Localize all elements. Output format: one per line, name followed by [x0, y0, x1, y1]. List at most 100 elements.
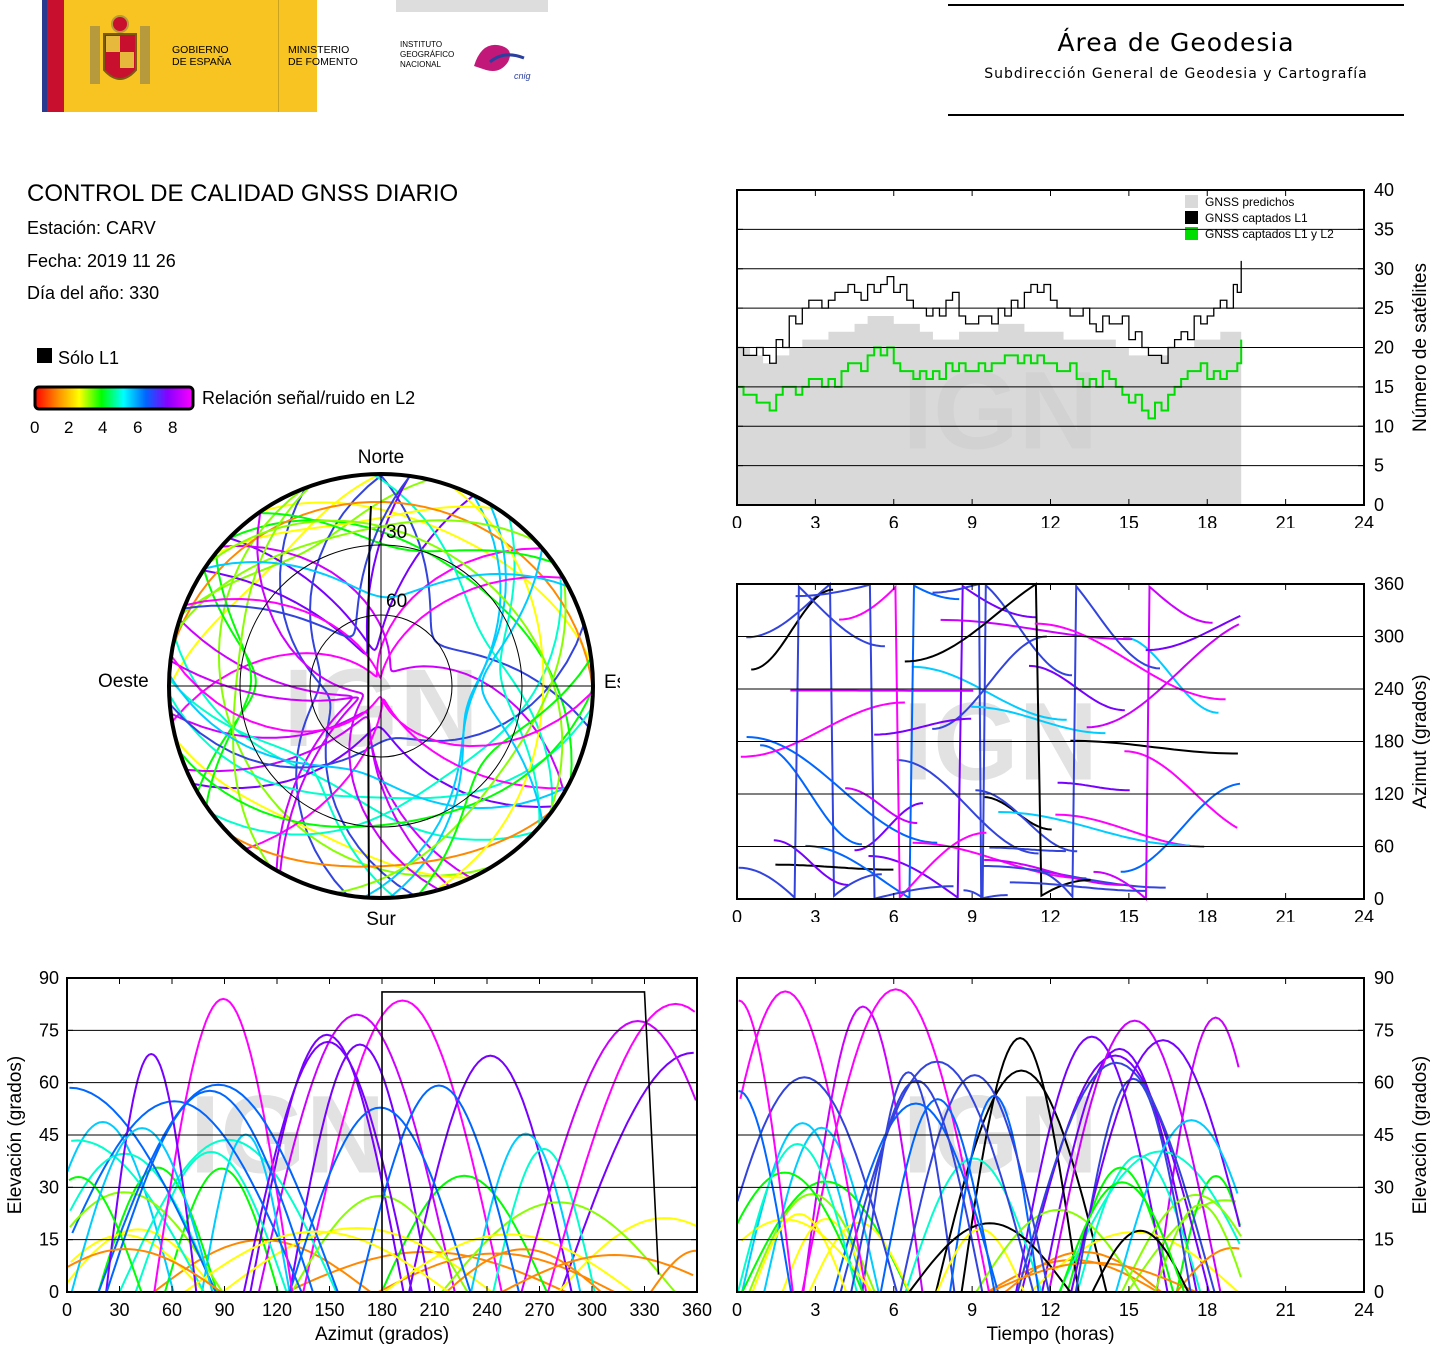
- elevation-azimuth-track: [501, 1253, 694, 1293]
- y-tick-label: 90: [39, 968, 59, 988]
- sky-track: [175, 519, 536, 633]
- y-tick-label: 30: [1374, 259, 1394, 279]
- azimuth-track: [911, 665, 1067, 721]
- azimuth-track: [1086, 623, 1240, 729]
- elevation-azimuth-track: [520, 1019, 697, 1293]
- gov-line-1: GOBIERNO: [172, 44, 229, 56]
- elevation-azimuth-track: [118, 1138, 338, 1293]
- x-tick-label: 3: [810, 1300, 820, 1320]
- elevation-azimuth-track: [68, 1175, 143, 1293]
- y-tick-label: 15: [1374, 377, 1394, 397]
- ministry-label: MINISTERIO DE FOMENTO: [288, 44, 358, 68]
- elevation-azimuth-track: [302, 999, 503, 1293]
- elevation-time-track: [850, 1079, 984, 1293]
- sky-track: [186, 716, 451, 888]
- coat-of-arms-icon: [90, 15, 150, 84]
- elevation-azimuth-track: [69, 1086, 217, 1293]
- azimuth-track: [989, 846, 1066, 853]
- azimuth-track: [1028, 664, 1125, 712]
- x-tick-label: 6: [889, 907, 899, 922]
- x-tick-label: 6: [889, 513, 899, 528]
- azimuth-track: [982, 865, 1166, 889]
- azimuth-track: [904, 582, 1091, 898]
- sky-track: [256, 511, 440, 891]
- elevation-time-track: [1175, 1174, 1241, 1293]
- east-label: Este: [604, 672, 620, 693]
- legend-label: GNSS captados L1 y L2: [1205, 227, 1334, 241]
- gov-label: GOBIERNO DE ESPAÑA: [172, 44, 231, 68]
- elevation-azimuth-track: [249, 1033, 405, 1293]
- x-tick-label: 9: [967, 907, 977, 922]
- azimuth-track: [1055, 813, 1205, 848]
- elevation-time-track: [1115, 1119, 1239, 1293]
- x-tick-label: 18: [1197, 907, 1217, 922]
- azimuth-track: [896, 759, 1039, 855]
- azimuth-track: [1123, 636, 1219, 714]
- date-text: Fecha: 2019 11 26: [27, 251, 176, 271]
- ign-logo-block: INSTITUTO GEOGRÁFICO NACIONAL cnig: [396, 0, 548, 112]
- elevation-time-track: [960, 1036, 1080, 1293]
- y-tick-label: 0: [1374, 495, 1384, 515]
- y-axis-label: Azimut (grados): [1410, 674, 1431, 808]
- x-tick-label: 0: [732, 513, 742, 528]
- x-tick-label: 240: [472, 1300, 502, 1320]
- sky-track: [184, 575, 564, 680]
- elevation-time-track: [1041, 1047, 1198, 1293]
- l1-only-track: [381, 991, 660, 1292]
- series-captured-l1-l2-line: [737, 339, 1243, 420]
- elevation-time-track: [989, 1261, 1197, 1293]
- x-tick-label: 12: [1040, 513, 1060, 528]
- x-axis-label: Tiempo (horas): [986, 1324, 1114, 1345]
- y-tick-label: 360: [1374, 574, 1404, 594]
- elevation-time-track: [899, 1074, 1050, 1293]
- elevation-azimuth-track: [559, 1051, 694, 1293]
- sky-track: [196, 569, 257, 793]
- elevation-azimuth-track: [288, 1106, 472, 1293]
- elevation-time-track: [1016, 1061, 1216, 1293]
- l1-only-swatch: [37, 348, 52, 363]
- satellite-count-chart: IGN GNSS predichos GNSS captados L1 GNSS ca…: [732, 180, 1431, 528]
- elevation-azimuth-track: [69, 1152, 217, 1293]
- y-tick-label: 180: [1374, 732, 1404, 752]
- y-tick-label: 30: [1374, 1177, 1394, 1197]
- azimuth-track: [1009, 881, 1146, 892]
- elevation-azimuth-track: [357, 1084, 520, 1293]
- y-tick-label: 45: [39, 1125, 59, 1145]
- elevation-time-track: [801, 988, 990, 1293]
- x-tick-label: 15: [1119, 907, 1139, 922]
- elevation-time-track: [1175, 1246, 1240, 1293]
- elevation-time-track: [739, 990, 868, 1293]
- count-legend: GNSS predichos GNSS captados L1 GNSS capta…: [1185, 195, 1334, 241]
- y-tick-label: 60: [1374, 837, 1394, 857]
- azimuth-track: [1057, 781, 1130, 792]
- elevation-azimuth-track: [408, 1054, 573, 1293]
- y-tick-label: 25: [1374, 298, 1394, 318]
- x-tick-label: 21: [1276, 907, 1296, 922]
- azimuth-track: [1120, 782, 1241, 873]
- snr-label: Relación señal/ruido en L2: [202, 388, 416, 408]
- area-title: Área de Geodesia: [1057, 28, 1295, 57]
- y-tick-label: 60: [39, 1073, 59, 1093]
- x-tick-label: 330: [629, 1300, 659, 1320]
- elevation-time-track: [1070, 1039, 1241, 1293]
- sky-track: [221, 544, 566, 793]
- sky-track: [192, 726, 556, 809]
- y-axis-label: Elevación (grados): [5, 1056, 26, 1214]
- elevation-azimuth-track: [153, 1238, 372, 1293]
- azimuth-track: [751, 588, 834, 671]
- cnig-label: cnig: [514, 71, 531, 81]
- x-tick-label: 0: [732, 1300, 742, 1320]
- x-tick-label: 0: [62, 1300, 72, 1320]
- y-tick-label: 75: [39, 1020, 59, 1040]
- y-tick-label: 60: [1374, 1073, 1394, 1093]
- elevation-time-track: [751, 1213, 848, 1293]
- x-tick-label: 15: [1119, 513, 1139, 528]
- elevation-azimuth-track: [288, 1043, 431, 1293]
- sky-track: [170, 655, 594, 748]
- series-predicted-area: [737, 316, 1242, 505]
- y-tick-label: 20: [1374, 338, 1394, 358]
- x-tick-label: 270: [524, 1300, 554, 1320]
- x-tick-label: 30: [109, 1300, 129, 1320]
- south-label: Sur: [366, 909, 396, 930]
